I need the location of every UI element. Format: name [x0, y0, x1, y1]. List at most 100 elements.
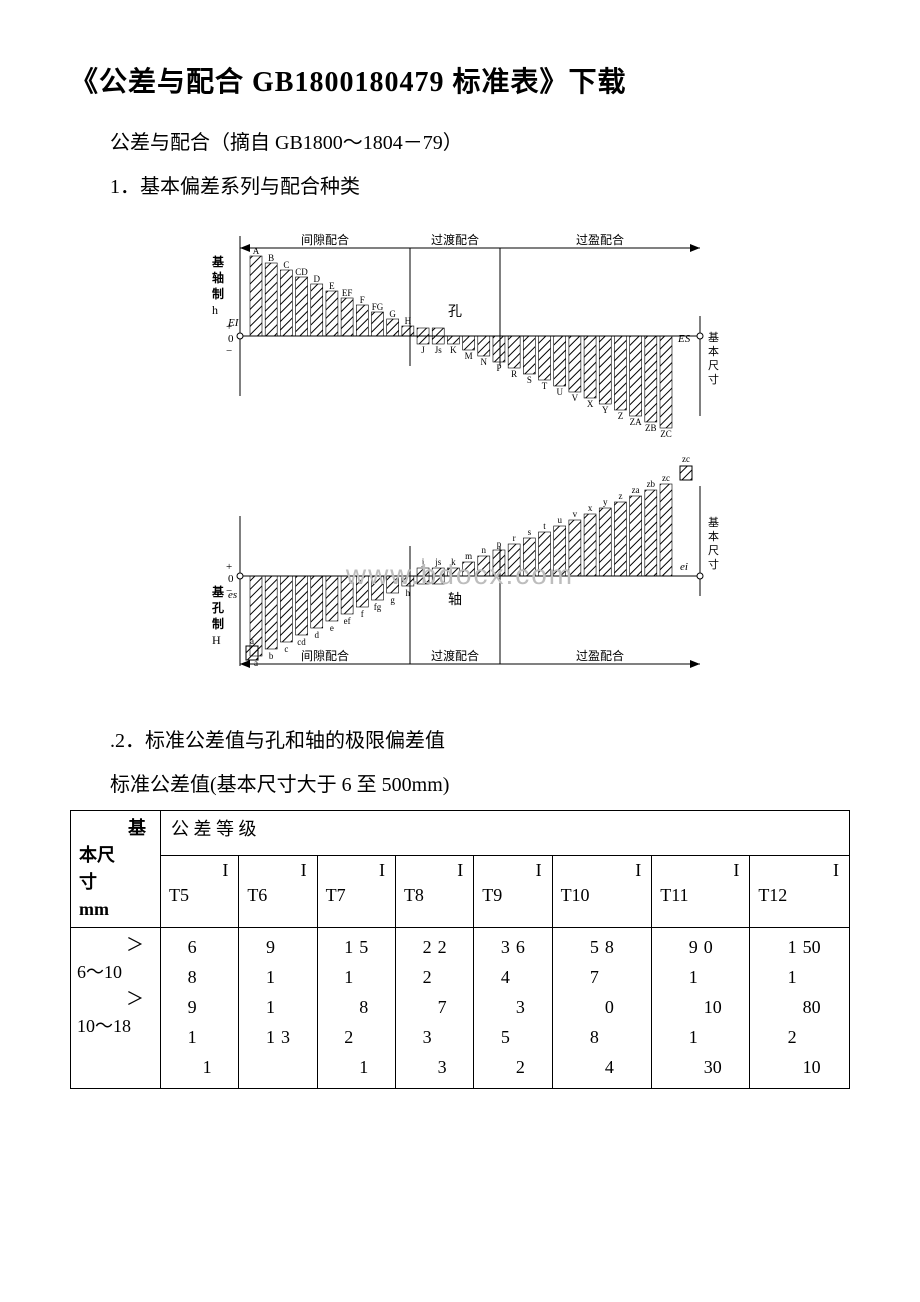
value-right: 1 — [241, 1027, 279, 1048]
size-range: 6～10 — [77, 962, 122, 982]
svg-text:X: X — [587, 399, 594, 409]
svg-text:www.bdocx.com: www.bdocx.com — [345, 559, 574, 590]
size-range: 10～18 — [77, 1016, 131, 1036]
size-ranges-cell: ＞6～10＞10～18 — [71, 928, 161, 1089]
svg-text:基: 基 — [708, 331, 719, 344]
value-left: 8 — [357, 997, 393, 1018]
svg-text:C: C — [283, 260, 289, 270]
svg-text:H: H — [405, 316, 412, 326]
value-left: 80 — [801, 997, 847, 1018]
tolerance-table: 基 本尺 寸 mm 公 差 等 级 IT5IT6IT7IT8IT9IT10IT1… — [70, 810, 850, 1089]
svg-text:Js: Js — [435, 345, 443, 355]
grade-name: T5 — [165, 883, 234, 908]
grade-header-T10: IT10 — [552, 856, 652, 928]
value-left: 1 — [201, 1057, 237, 1078]
value-cell: 13 — [241, 1022, 314, 1052]
value-right: 8 — [163, 967, 201, 988]
svg-text:V: V — [572, 393, 579, 403]
grade-header-T11: IT11 — [652, 856, 750, 928]
value-right: 8 — [555, 1027, 603, 1048]
grade-name: T9 — [478, 883, 547, 908]
value-right: 6 — [163, 937, 201, 958]
svg-text:u: u — [557, 515, 562, 525]
grade-name: T11 — [656, 883, 745, 908]
value-cell: 3 — [398, 1052, 471, 1082]
document-title: 《公差与配合 GB1800180479 标准表》下载 — [70, 60, 850, 100]
value-column: 364352 — [474, 928, 552, 1089]
section-1-heading: 1．基本偏差系列与配合种类 — [70, 168, 850, 206]
svg-text:K: K — [450, 345, 457, 355]
value-left: 30 — [702, 1057, 748, 1078]
value-right: 9 — [163, 997, 201, 1018]
svg-text:e: e — [330, 623, 334, 633]
value-cell: 1 — [241, 992, 314, 1022]
value-cell: 1 — [320, 1052, 393, 1082]
value-right: 1 — [320, 937, 358, 958]
grade-name: T7 — [322, 883, 391, 908]
svg-text:孔: 孔 — [212, 601, 224, 615]
grade-header-T5: IT5 — [161, 856, 239, 928]
svg-text:B: B — [268, 253, 274, 263]
section-2-heading: .2．标准公差值与孔和轴的极限偏差值 — [70, 722, 850, 760]
svg-text:ei: ei — [680, 561, 688, 573]
value-right: 1 — [241, 967, 279, 988]
size-header-cell: 基 本尺 寸 mm — [71, 811, 161, 928]
value-cell: 3 — [476, 992, 549, 1022]
value-left: 3 — [279, 1027, 315, 1048]
svg-text:t: t — [543, 521, 546, 531]
value-cell: 1 — [752, 962, 847, 992]
value-cell: 5 — [476, 1022, 549, 1052]
svg-text:a: a — [250, 636, 254, 646]
table-caption: 标准公差值(基本尺寸大于 6 至 500mm) — [70, 766, 850, 804]
value-cell: 6 — [163, 932, 236, 962]
svg-text:尺: 尺 — [708, 360, 719, 372]
value-cell: 8 — [555, 1022, 650, 1052]
value-left: 0 — [603, 997, 649, 1018]
svg-text:d: d — [314, 630, 319, 640]
value-cell: 150 — [752, 932, 847, 962]
value-cell: 1 — [163, 1052, 236, 1082]
value-cell: 1 — [654, 962, 747, 992]
svg-text:s: s — [528, 527, 532, 537]
svg-text:过盈配合: 过盈配合 — [576, 232, 624, 247]
value-left: 6 — [514, 937, 550, 958]
grade-prefix: I — [243, 858, 312, 883]
svg-text:T: T — [542, 381, 548, 391]
svg-text:间隙配合: 间隙配合 — [301, 232, 349, 247]
value-column: 68911 — [161, 928, 239, 1089]
svg-text:fg: fg — [374, 602, 382, 612]
grade-prefix: I — [165, 858, 234, 883]
svg-text:−: − — [226, 585, 232, 597]
svg-text:0: 0 — [228, 333, 234, 345]
svg-text:ZC: ZC — [660, 429, 672, 439]
grade-prefix: I — [322, 858, 391, 883]
value-left: 3 — [436, 1057, 472, 1078]
size-header-text-3: 寸 — [75, 869, 152, 896]
svg-text:n: n — [482, 545, 487, 555]
grade-header-T8: IT8 — [395, 856, 473, 928]
value-right: 2 — [320, 1027, 358, 1048]
value-right: 4 — [476, 967, 514, 988]
svg-text:g: g — [390, 595, 395, 605]
svg-text:FG: FG — [372, 302, 384, 312]
value-cell: 80 — [752, 992, 847, 1022]
grade-header-T7: IT7 — [317, 856, 395, 928]
value-column: 151821 — [317, 928, 395, 1089]
value-left: 8 — [603, 937, 649, 958]
value-left: 10 — [801, 1057, 847, 1078]
svg-text:F: F — [360, 295, 365, 305]
svg-text:+: + — [226, 321, 232, 333]
value-right: 1 — [654, 1027, 702, 1048]
value-cell: 58 — [555, 932, 650, 962]
value-right: 1 — [241, 997, 279, 1018]
value-cell: 7 — [398, 992, 471, 1022]
value-column: 222733 — [395, 928, 473, 1089]
svg-text:D: D — [313, 274, 320, 284]
value-cell: 22 — [398, 932, 471, 962]
svg-text:制: 制 — [212, 616, 224, 631]
grade-header-T9: IT9 — [474, 856, 552, 928]
value-column: 90110130 — [652, 928, 750, 1089]
svg-text:ZA: ZA — [630, 417, 642, 427]
value-left: 5 — [357, 937, 393, 958]
size-gt: ＞ — [77, 932, 154, 959]
